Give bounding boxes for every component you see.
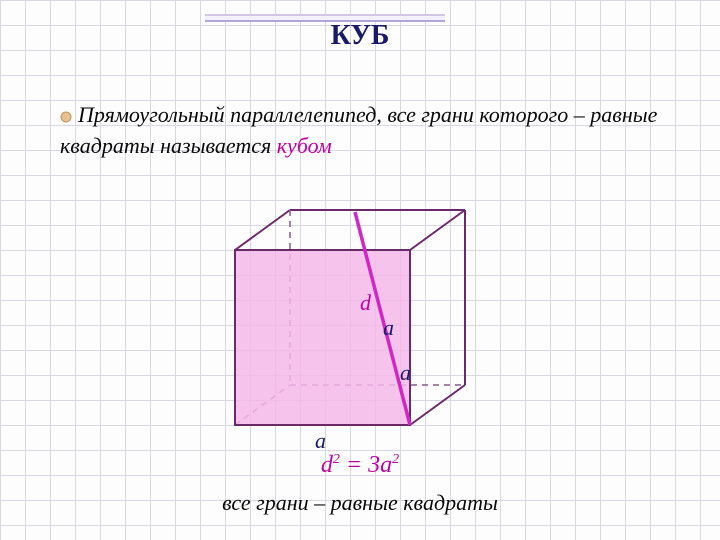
formula-text: d2 = 3a2 <box>0 452 720 479</box>
definition-highlight: кубом <box>277 133 332 158</box>
bullet-icon <box>60 111 72 123</box>
formula-d: d <box>321 452 333 478</box>
edge-bottom-right-depth <box>410 385 465 425</box>
definition-pre: Прямоугольный параллелепипед, все грани … <box>60 102 657 158</box>
label-a-bottom: a <box>315 428 326 450</box>
formula-d-sup: 2 <box>333 452 340 467</box>
formula-a-sup: 2 <box>392 452 399 467</box>
formula-a: a <box>380 452 392 478</box>
edge-top-right-depth <box>410 210 465 250</box>
page-title: КУБ <box>0 20 720 52</box>
label-d: d <box>360 290 372 315</box>
label-a-depth: a <box>400 360 411 385</box>
label-a-right: a <box>383 315 394 340</box>
definition-text: Прямоугольный параллелепипед, все грани … <box>60 100 680 162</box>
edge-top-left-depth <box>235 210 290 250</box>
formula-eq: = 3 <box>340 452 380 478</box>
bottom-note: все грани – равные квадраты <box>0 490 720 516</box>
cube-diagram: d a a a <box>225 200 505 450</box>
